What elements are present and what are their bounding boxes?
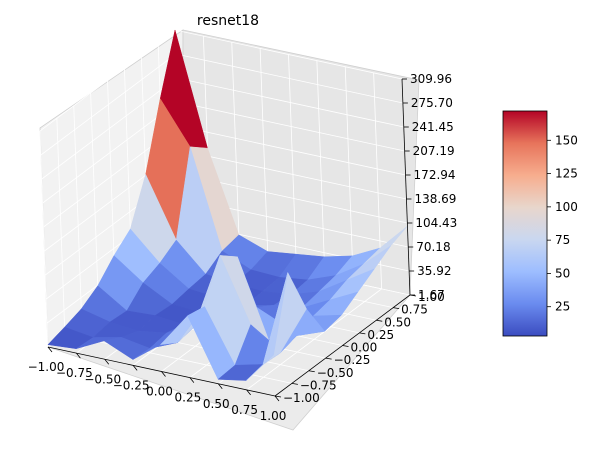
- colorbar-tick-label: 50: [555, 266, 570, 280]
- y-tick-label: −0.25: [334, 353, 371, 367]
- colorbar-tick-label: 125: [555, 167, 578, 181]
- x-tick-mark: [132, 365, 138, 371]
- y-tick-label: −0.50: [317, 366, 354, 380]
- x-tick-mark: [189, 377, 195, 383]
- wall-grid-line: [316, 60, 326, 277]
- z-tick-label: 104.43: [415, 216, 457, 230]
- z-tick-label: 275.70: [411, 96, 453, 110]
- z-tick-label: 138.69: [414, 192, 456, 206]
- wall-grid-line: [288, 54, 297, 271]
- z-tick-label: 207.19: [413, 144, 455, 158]
- x-tick-mark: [161, 371, 166, 377]
- x-tick-mark: [246, 389, 251, 396]
- x-tick-label: 0.75: [231, 403, 258, 417]
- z-tick-label: 241.45: [412, 120, 454, 134]
- y-tick-mark: [308, 370, 315, 373]
- y-tick-mark: [274, 395, 282, 398]
- y-tick-mark: [342, 345, 349, 347]
- x-tick-mark: [76, 352, 81, 359]
- y-tick-label: 0.00: [351, 341, 378, 355]
- surface-facet: [246, 272, 289, 381]
- x-tick-label: 0.25: [175, 391, 202, 405]
- colorbar: 25 50 75 100 125 150: [502, 110, 578, 337]
- z-axis-line: [401, 78, 411, 296]
- wall-grid-line: [259, 48, 269, 265]
- z-tick-label: 70.18: [416, 240, 450, 254]
- x-tick-mark: [47, 346, 53, 353]
- z-tick-label: 1.67: [418, 288, 445, 302]
- y-tick-label: −1.00: [283, 391, 320, 405]
- y-tick-mark: [291, 382, 298, 385]
- x-tick-label: −1.00: [28, 360, 65, 374]
- x-tick-mark: [217, 383, 223, 389]
- z-tick-label: 309.96: [410, 72, 452, 86]
- wall-grid-line: [56, 118, 66, 335]
- x-tick-label: 0.50: [203, 397, 230, 411]
- y-tick-mark: [325, 357, 332, 360]
- colorbar-tick-label: 25: [555, 300, 570, 314]
- y-tick-label: 0.50: [384, 315, 411, 329]
- x-tick-mark: [274, 395, 280, 402]
- y-tick-label: 0.75: [401, 303, 428, 317]
- colorbar-tick-label: 100: [555, 200, 578, 214]
- x-tick-label: 0.00: [146, 385, 173, 399]
- z-tick-label: 172.94: [414, 168, 456, 182]
- y-tick-mark: [376, 319, 383, 322]
- colorbar-gradient: [502, 110, 548, 337]
- wall-grid-line: [39, 130, 49, 348]
- colorbar-tick-label: 150: [555, 133, 578, 147]
- y-tick-mark: [359, 332, 366, 335]
- floor-grid-line: [64, 333, 292, 384]
- x-tick-label: 1.00: [260, 409, 287, 423]
- chart-title: resnet18: [197, 13, 259, 29]
- wall-grid-line: [90, 93, 100, 310]
- y-tick-label: 1.00: [418, 290, 445, 304]
- x-tick-label: −0.25: [113, 378, 150, 392]
- x-tick-label: −0.75: [56, 366, 93, 380]
- y-tick-label: 0.25: [367, 328, 394, 342]
- y-tick-mark: [393, 307, 400, 310]
- x-tick-mark: [104, 359, 110, 365]
- wall-grid-line: [344, 66, 354, 283]
- wall-grid-line: [231, 42, 241, 259]
- colorbar-tick-label: 75: [555, 233, 570, 247]
- surface-mesh: [47, 29, 408, 381]
- z-tick-label: 35.92: [417, 264, 451, 278]
- y-tick-label: −0.75: [300, 378, 337, 392]
- wall-grid-line: [73, 105, 83, 322]
- x-tick-label: −0.50: [84, 372, 121, 386]
- axes: −1.00−0.75−0.50−0.250.00 0.25 0.50 0.75 1.00…: [28, 72, 458, 423]
